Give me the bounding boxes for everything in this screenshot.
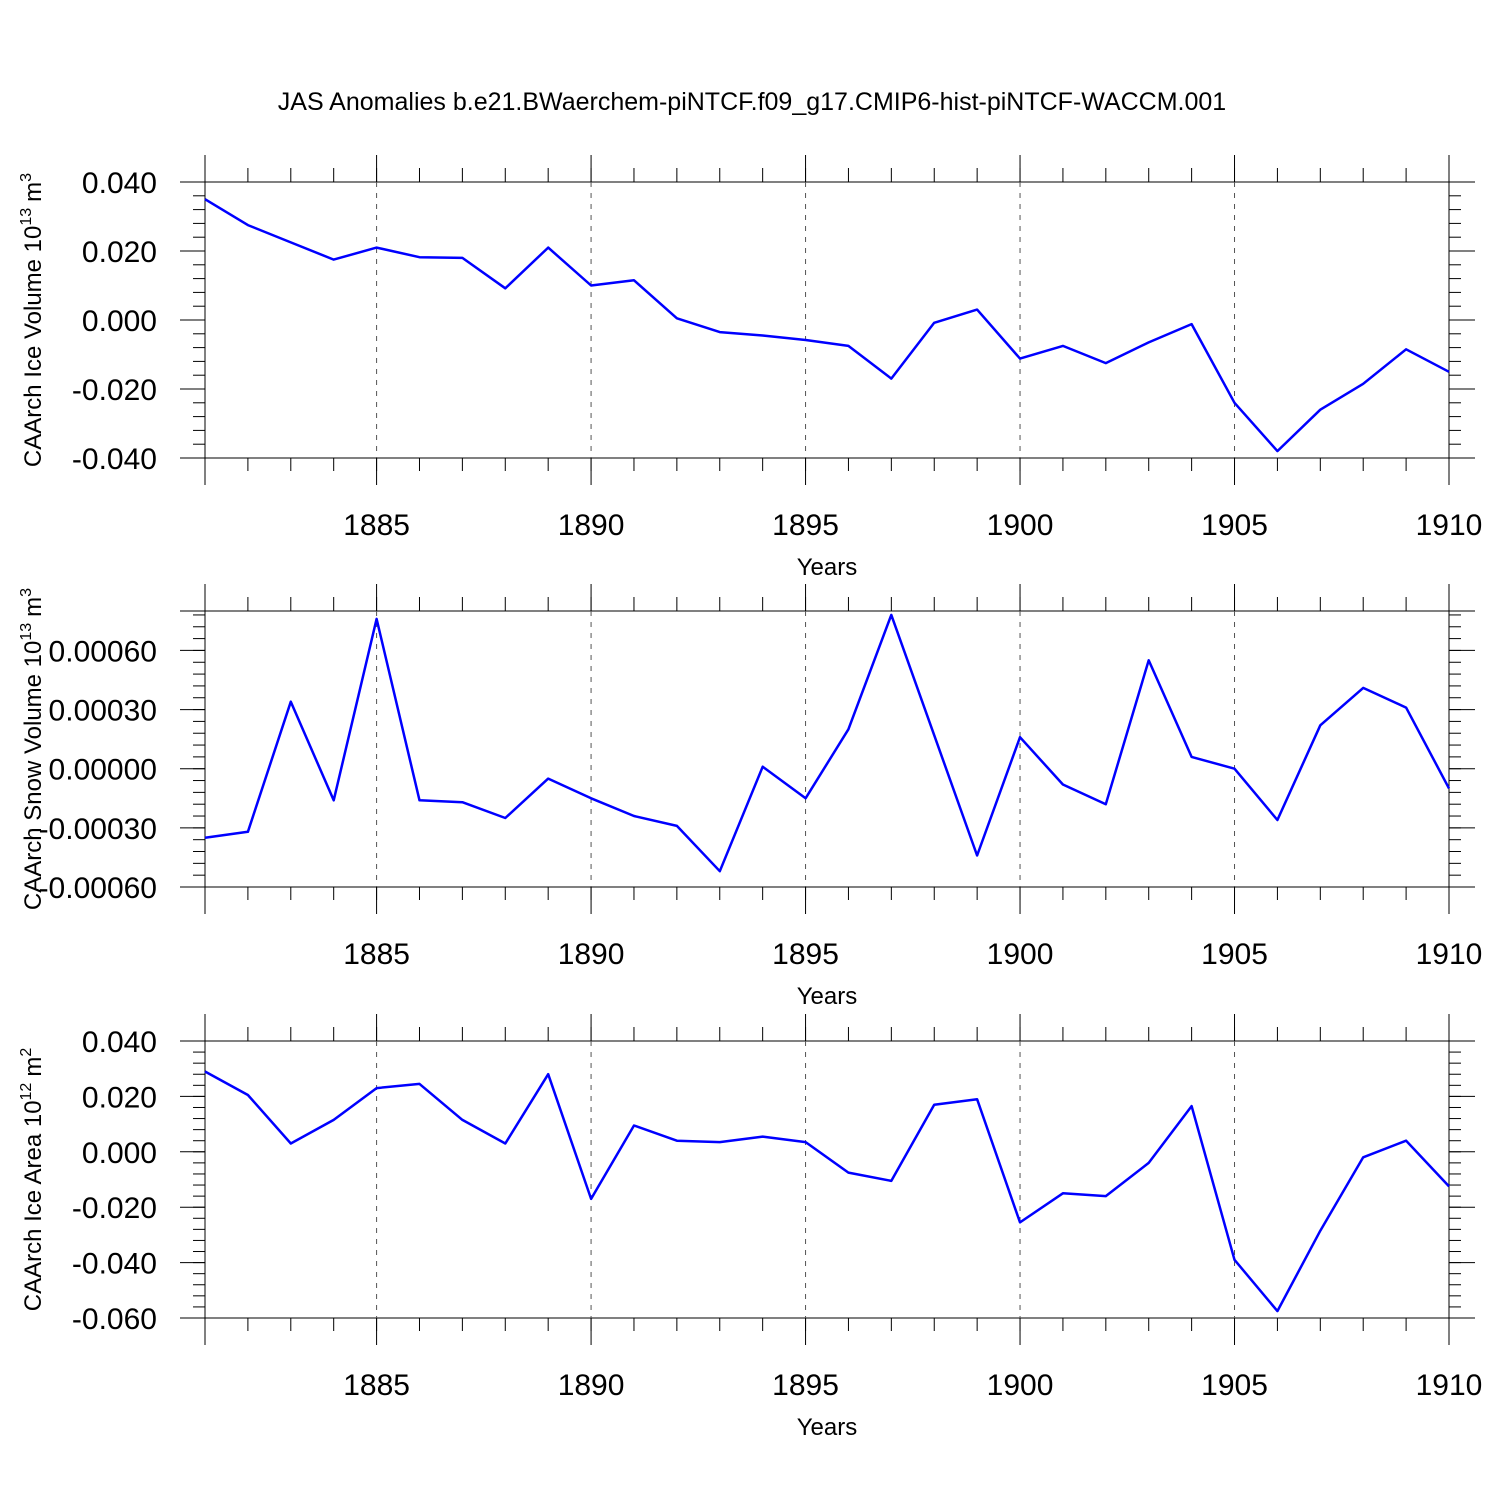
series-line <box>204 1070 1450 1313</box>
x-tick-label: 1895 <box>772 509 839 542</box>
x-tick-label: 1890 <box>558 509 625 542</box>
x-tick-label: 1900 <box>987 509 1054 542</box>
y-tick-label: 0.000 <box>82 1137 157 1170</box>
x-tick-label: 1885 <box>343 509 410 542</box>
x-tick-label: 1900 <box>987 938 1054 971</box>
panel-2: 1885 1890 1895 1900 1905 1910 -0.00060 -0.00030… <box>18 584 1482 1010</box>
x-tick-label: 1905 <box>1201 509 1268 542</box>
y-axis-title: CAArch Snow Volume 1013m3 <box>18 588 47 910</box>
x-axis-title: Years <box>797 554 858 581</box>
y-tick-label: -0.00030 <box>39 813 157 846</box>
y-tick-label: 0.020 <box>82 236 157 269</box>
y-tick-label: 0.020 <box>82 1081 157 1114</box>
x-tick-label: 1905 <box>1201 938 1268 971</box>
figure-title: JAS Anomalies b.e21.BWaerchem-piNTCF.f09… <box>278 88 1226 116</box>
panel-3: 1885 1890 1895 1900 1905 1910 -0.060 -0.040 -0.0… <box>18 1014 1482 1441</box>
y-tick-label: 0.000 <box>82 305 157 338</box>
panel-1: 1885 1890 1895 1900 1905 1910 -0.040 -0.020 0.00… <box>18 155 1482 581</box>
x-tick-label: 1890 <box>558 938 625 971</box>
y-tick-label: 0.00030 <box>49 695 157 728</box>
x-tick-label: 1885 <box>343 1369 410 1402</box>
y-tick-label: -0.020 <box>72 374 157 407</box>
x-tick-label: 1895 <box>772 1369 839 1402</box>
x-tick-label: 1905 <box>1201 1369 1268 1402</box>
series-line <box>204 198 1450 453</box>
x-tick-label: 1910 <box>1416 938 1483 971</box>
y-tick-label: -0.060 <box>72 1303 157 1336</box>
x-axis-title: Years <box>797 1414 858 1441</box>
x-tick-label: 1890 <box>558 1369 625 1402</box>
series-line <box>204 613 1451 873</box>
x-tick-label: 1885 <box>343 938 410 971</box>
y-tick-label: -0.040 <box>72 1248 157 1281</box>
y-tick-label: -0.040 <box>72 443 157 476</box>
x-axis-title: Years <box>797 983 858 1010</box>
y-tick-label: 0.040 <box>82 167 157 200</box>
x-tick-label: 1895 <box>772 938 839 971</box>
y-axis-title: CAArch Ice Area 1012m2 <box>18 1048 47 1312</box>
x-tick-label: 1910 <box>1416 509 1483 542</box>
y-tick-label: -0.00060 <box>39 872 157 905</box>
x-tick-label: 1900 <box>987 1369 1054 1402</box>
y-tick-label: 0.00000 <box>49 754 157 787</box>
x-tick-label: 1910 <box>1416 1369 1483 1402</box>
y-tick-label: 0.040 <box>82 1026 157 1059</box>
y-tick-label: 0.00060 <box>49 635 157 668</box>
y-axis-title: CAArch Ice Volume 1013m3 <box>18 173 47 467</box>
y-tick-label: -0.020 <box>72 1192 157 1225</box>
